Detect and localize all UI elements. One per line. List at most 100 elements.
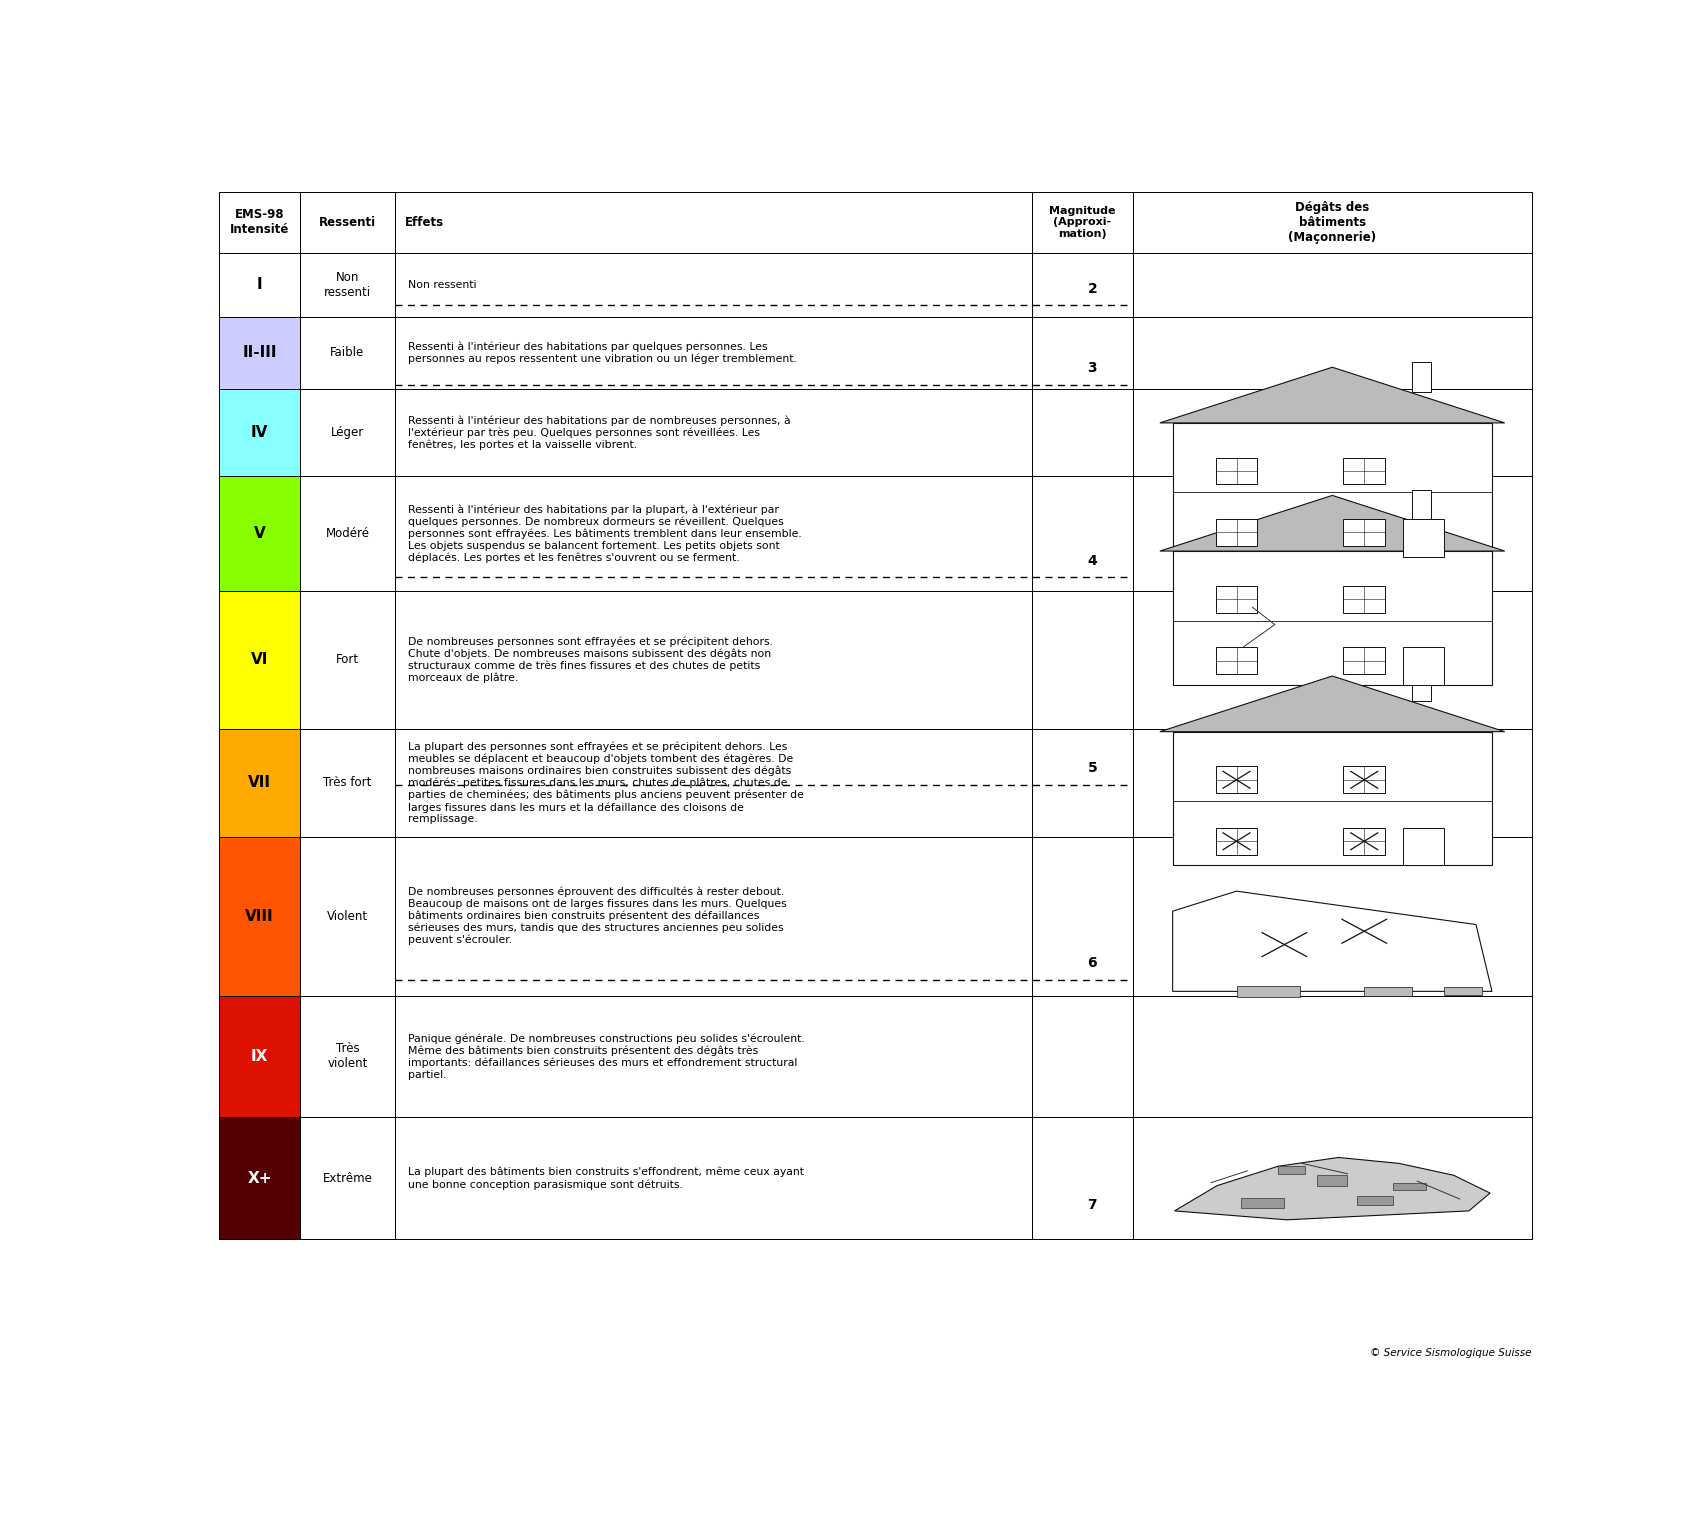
Text: II-III: II-III: [242, 344, 277, 360]
Text: 4: 4: [1087, 553, 1096, 567]
Text: 7: 7: [1087, 1197, 1096, 1213]
Text: I: I: [256, 277, 263, 292]
Bar: [218, 836, 300, 996]
Bar: [300, 317, 394, 389]
Bar: [1316, 1176, 1347, 1185]
Bar: [1393, 1182, 1425, 1190]
Bar: [1343, 520, 1384, 546]
Bar: [1215, 520, 1256, 546]
Text: Extrême: Extrême: [323, 1171, 372, 1185]
Bar: [218, 1117, 300, 1239]
Text: De nombreuses personnes sont effrayées et se précipitent dehors.
Chute d'objets.: De nombreuses personnes sont effrayées e…: [408, 636, 773, 684]
Bar: [1401, 647, 1442, 684]
Bar: [1132, 996, 1531, 1117]
Bar: [1173, 732, 1492, 865]
Bar: [1031, 254, 1132, 317]
Bar: [1215, 828, 1256, 855]
Bar: [1412, 361, 1430, 392]
Text: Très fort: Très fort: [323, 776, 372, 788]
Text: X+: X+: [248, 1171, 271, 1185]
Bar: [394, 996, 1031, 1117]
Bar: [218, 729, 300, 836]
Bar: [394, 254, 1031, 317]
Polygon shape: [1159, 367, 1504, 423]
Text: Magnitude
(Approxi-
mation): Magnitude (Approxi- mation): [1048, 206, 1115, 238]
Bar: [300, 192, 394, 254]
Text: La plupart des personnes sont effrayées et se précipitent dehors. Les
meubles se: La plupart des personnes sont effrayées …: [408, 741, 804, 824]
Bar: [218, 389, 300, 476]
Bar: [300, 476, 394, 590]
Bar: [1031, 317, 1132, 389]
Text: La plupart des bâtiments bien construits s'effondrent, même ceux ayant
une bonne: La plupart des bâtiments bien construits…: [408, 1167, 804, 1190]
Polygon shape: [1159, 495, 1504, 552]
Text: De nombreuses personnes éprouvent des difficultés à rester debout.
Beaucoup de m: De nombreuses personnes éprouvent des di…: [408, 887, 787, 945]
Bar: [1132, 317, 1531, 389]
Bar: [1132, 590, 1531, 729]
Bar: [218, 192, 300, 254]
Bar: [300, 1117, 394, 1239]
Text: Fort: Fort: [336, 653, 358, 666]
Polygon shape: [1159, 676, 1504, 732]
Polygon shape: [1173, 891, 1492, 991]
Bar: [218, 590, 300, 729]
Text: 2: 2: [1087, 281, 1096, 295]
Text: © Service Sismologique Suisse: © Service Sismologique Suisse: [1369, 1348, 1531, 1357]
Bar: [1236, 987, 1299, 996]
Text: Violent: Violent: [326, 910, 367, 922]
Bar: [1031, 836, 1132, 996]
Bar: [218, 254, 300, 317]
Text: EMS-98
Intensité: EMS-98 Intensité: [230, 207, 288, 237]
Bar: [300, 389, 394, 476]
Bar: [394, 192, 1031, 254]
Bar: [1343, 586, 1384, 613]
Bar: [300, 590, 394, 729]
Bar: [1132, 1117, 1531, 1239]
Bar: [1132, 254, 1531, 317]
Text: Faible: Faible: [329, 346, 364, 360]
Bar: [394, 590, 1031, 729]
Text: Non
ressenti: Non ressenti: [324, 271, 370, 298]
Bar: [300, 254, 394, 317]
Text: Panique générale. De nombreuses constructions peu solides s'écroulent.
Même des : Panique générale. De nombreuses construc…: [408, 1033, 804, 1079]
Bar: [1173, 423, 1492, 556]
Text: V: V: [253, 526, 265, 541]
Bar: [1031, 996, 1132, 1117]
Text: Ressenti à l'intérieur des habitations par la plupart, à l'extérieur par
quelque: Ressenti à l'intérieur des habitations p…: [408, 504, 801, 563]
Text: Très
violent: Très violent: [328, 1042, 367, 1070]
Text: VIII: VIII: [246, 908, 273, 924]
Bar: [394, 476, 1031, 590]
Bar: [300, 836, 394, 996]
Bar: [1412, 670, 1430, 701]
Text: 5: 5: [1087, 761, 1096, 775]
Bar: [1401, 520, 1442, 556]
Bar: [1215, 458, 1256, 484]
Text: IV: IV: [251, 426, 268, 440]
Text: Ressenti: Ressenti: [319, 215, 376, 229]
Bar: [1031, 389, 1132, 476]
Text: IX: IX: [251, 1048, 268, 1064]
Bar: [394, 317, 1031, 389]
Text: Ressenti à l'intérieur des habitations par de nombreuses personnes, à
l'extérieu: Ressenti à l'intérieur des habitations p…: [408, 415, 790, 450]
Bar: [1343, 828, 1384, 855]
Bar: [1215, 767, 1256, 793]
Bar: [218, 996, 300, 1117]
Bar: [1277, 1167, 1304, 1174]
Bar: [394, 389, 1031, 476]
Bar: [1343, 458, 1384, 484]
Bar: [1173, 552, 1492, 684]
Bar: [1343, 767, 1384, 793]
Bar: [1132, 389, 1531, 476]
Text: Ressenti à l'intérieur des habitations par quelques personnes. Les
personnes au : Ressenti à l'intérieur des habitations p…: [408, 341, 797, 364]
Text: VII: VII: [248, 775, 271, 790]
Bar: [1031, 729, 1132, 836]
Bar: [1215, 586, 1256, 613]
Bar: [1132, 729, 1531, 836]
Text: VI: VI: [251, 652, 268, 667]
Bar: [1031, 476, 1132, 590]
Bar: [1412, 490, 1430, 521]
Text: Dégâts des
bâtiments
(Maçonnerie): Dégâts des bâtiments (Maçonnerie): [1287, 201, 1376, 244]
Text: Effets: Effets: [405, 215, 444, 229]
Bar: [1343, 647, 1384, 675]
Bar: [1031, 590, 1132, 729]
Text: Modéré: Modéré: [326, 527, 369, 539]
